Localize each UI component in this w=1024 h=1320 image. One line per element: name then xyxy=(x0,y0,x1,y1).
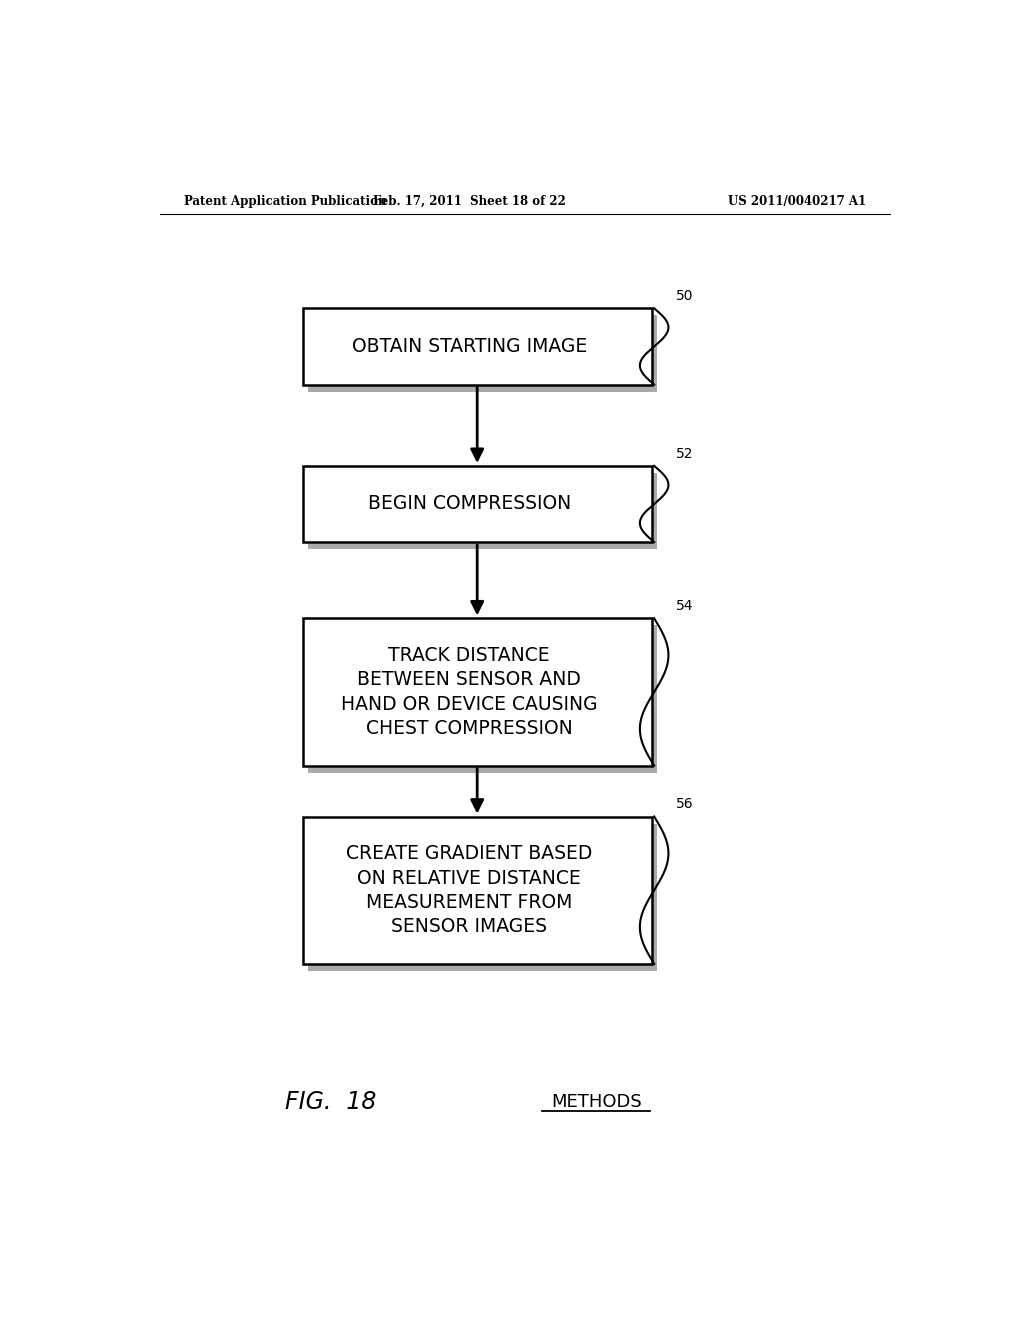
Text: FIG.  18: FIG. 18 xyxy=(285,1089,376,1114)
Text: BEGIN COMPRESSION: BEGIN COMPRESSION xyxy=(368,495,570,513)
Text: OBTAIN STARTING IMAGE: OBTAIN STARTING IMAGE xyxy=(351,337,587,356)
Text: TRACK DISTANCE
BETWEEN SENSOR AND
HAND OR DEVICE CAUSING
CHEST COMPRESSION: TRACK DISTANCE BETWEEN SENSOR AND HAND O… xyxy=(341,645,598,738)
Text: 54: 54 xyxy=(677,599,694,614)
Text: 50: 50 xyxy=(677,289,694,304)
Bar xyxy=(303,466,652,543)
Text: METHODS: METHODS xyxy=(551,1093,642,1110)
Text: 56: 56 xyxy=(677,797,694,812)
Bar xyxy=(303,817,652,964)
Bar xyxy=(308,315,657,392)
Bar xyxy=(308,824,657,972)
Text: CREATE GRADIENT BASED
ON RELATIVE DISTANCE
MEASUREMENT FROM
SENSOR IMAGES: CREATE GRADIENT BASED ON RELATIVE DISTAN… xyxy=(346,845,593,936)
Bar xyxy=(308,626,657,772)
Bar xyxy=(308,473,657,549)
Text: Patent Application Publication: Patent Application Publication xyxy=(183,194,386,207)
Text: Feb. 17, 2011  Sheet 18 of 22: Feb. 17, 2011 Sheet 18 of 22 xyxy=(373,194,565,207)
Text: US 2011/0040217 A1: US 2011/0040217 A1 xyxy=(728,194,866,207)
Bar xyxy=(303,309,652,384)
Text: 52: 52 xyxy=(677,446,694,461)
Bar xyxy=(303,618,652,766)
